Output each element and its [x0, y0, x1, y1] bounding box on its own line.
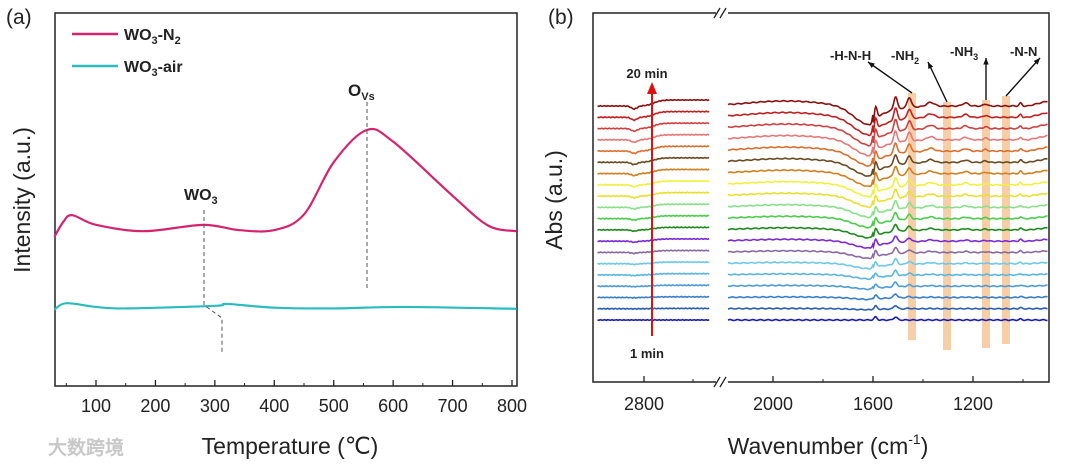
spectrum-trace-2-min: [727, 304, 1048, 311]
x-tick-label-a: 800: [497, 396, 527, 416]
band-label-nh2: -NH2: [891, 48, 919, 66]
spectrum-trace-left: [597, 272, 710, 277]
band-label-nn: -N-N: [1010, 44, 1037, 59]
band-highlight: [1002, 96, 1010, 344]
spectrum-trace-17-min: [727, 129, 1048, 157]
band-annotations: -H-N-H -NH2 -NH3 -N-N: [830, 44, 1037, 66]
spectrum-trace-1-min: [727, 315, 1048, 322]
watermark: 大数跨境: [48, 436, 124, 459]
spectrum-trace-19-min: [727, 107, 1048, 137]
spectrum-trace-8-min: [727, 235, 1048, 250]
spectrum-trace-left: [597, 226, 710, 233]
spectrum-trace-left: [597, 295, 710, 299]
spectrum-trace-left: [597, 260, 710, 266]
x-axis-a-label: Temperature (℃): [202, 433, 379, 459]
spectrum-trace-left: [597, 133, 710, 144]
spectra-traces: [597, 96, 1048, 322]
x-tick-label-a: 100: [81, 396, 111, 416]
spectrum-trace-left: [597, 214, 710, 222]
spectrum-trace-18-min: [728, 118, 1048, 147]
annotations-a: WO3 OVs: [184, 81, 375, 353]
spectrum-trace-left: [597, 179, 710, 189]
wo3-guide-line: [203, 210, 223, 353]
plot-b-frame: [592, 7, 1050, 388]
spectrum-trace-left: [597, 145, 710, 155]
y-axis-b-label: Abs (a.u.): [541, 150, 567, 250]
series-line-wo3-n2: [53, 127, 517, 238]
wo3-peak-label: WO3: [184, 187, 218, 207]
band-label-nh3: -NH3: [950, 44, 978, 62]
spectrum-trace-5-min: [727, 269, 1048, 281]
spectrum-trace-left: [597, 191, 710, 200]
legend-label-air: WO3-air: [124, 59, 183, 79]
spectrum-trace-12-min: [727, 188, 1048, 209]
band-arrow: [867, 61, 913, 94]
x-tick-label-a: 300: [200, 396, 230, 416]
spectrum-trace-left: [597, 121, 710, 133]
spectrum-trace-left: [597, 307, 710, 311]
band-highlight: [943, 102, 951, 350]
arrow-head-icon: [983, 58, 989, 65]
panel-a: (a) 100 200 300 400 500 600 700 800 WO3-N2 WO3-…: [6, 6, 527, 459]
spectrum-trace-11-min: [727, 199, 1048, 219]
panel-b: (b) 2800 2000 1600 1200 20 min 1 min -H-N-H…: [541, 6, 1050, 459]
spectrum-trace-6-min: [728, 258, 1048, 270]
spectrum-trace-left: [597, 202, 710, 210]
x-tick-label-a: 700: [438, 396, 468, 416]
spectrum-trace-left: [597, 156, 710, 166]
spectrum-trace-7-min: [727, 246, 1048, 260]
spectrum-trace-left: [597, 249, 710, 255]
panel-b-label: (b): [548, 6, 574, 29]
series-line-wo3-air: [53, 302, 517, 311]
spectrum-trace-left: [597, 168, 710, 177]
spectrum-trace-left: [597, 284, 710, 288]
spectrum-trace-13-min: [727, 176, 1048, 198]
panel-a-label: (a): [6, 6, 32, 29]
x-tick-label-b: 1600: [853, 394, 893, 414]
spectrum-trace-14-min: [727, 165, 1048, 188]
x-tick-label-a: 400: [259, 396, 289, 416]
x-axis-a: 100 200 300 400 500 600 700 800: [65, 380, 527, 416]
arrow-head-icon: [868, 62, 875, 68]
x-axis-b-label: Wavenumber (cm-1): [728, 431, 929, 459]
spectrum-trace-9-min: [728, 223, 1048, 239]
time-end-label: 20 min: [626, 66, 667, 81]
x-tick-label-a: 500: [319, 396, 349, 416]
spectrum-trace-15-min: [727, 154, 1048, 177]
x-tick-label-b: 2800: [624, 394, 664, 414]
arrow-head-icon: [1033, 58, 1040, 65]
spectrum-trace-16-min: [727, 142, 1048, 167]
ovs-peak-label: OVs: [348, 81, 375, 103]
band-arrow: [927, 61, 948, 103]
x-axis-b: 2800 2000 1600 1200: [624, 376, 1024, 414]
x-tick-label-a: 200: [140, 396, 170, 416]
band-arrow: [1005, 57, 1041, 97]
time-arrow: 20 min 1 min: [626, 66, 667, 361]
arrow-head-icon: [928, 62, 934, 69]
x-tick-label-b: 1200: [953, 394, 993, 414]
band-highlight: [982, 100, 990, 348]
x-tick-label-a: 600: [378, 396, 408, 416]
y-axis-a-label: Intensity (a.u.): [9, 127, 35, 273]
plot-a-frame: [54, 12, 518, 387]
plot-a-series: [53, 127, 517, 311]
spectrum-trace-20-min: [727, 96, 1048, 126]
spectrum-trace-4-min: [727, 281, 1048, 291]
legend-label-n2: WO3-N2: [124, 27, 181, 47]
spectrum-trace-3-min: [728, 293, 1048, 301]
spectrum-trace-left: [597, 110, 710, 122]
x-tick-label-b: 2000: [753, 394, 793, 414]
spectrum-trace-left: [597, 237, 710, 244]
spectrum-trace-left: [597, 318, 710, 322]
band-label-hnh: -H-N-H: [830, 48, 871, 63]
arrow-up-icon: [647, 82, 657, 94]
axis-break-marks: [713, 7, 727, 388]
legend-a: WO3-N2 WO3-air: [72, 27, 183, 79]
spectrum-trace-10-min: [727, 211, 1048, 229]
time-start-label: 1 min: [630, 346, 664, 361]
spectrum-trace-left: [597, 98, 710, 111]
